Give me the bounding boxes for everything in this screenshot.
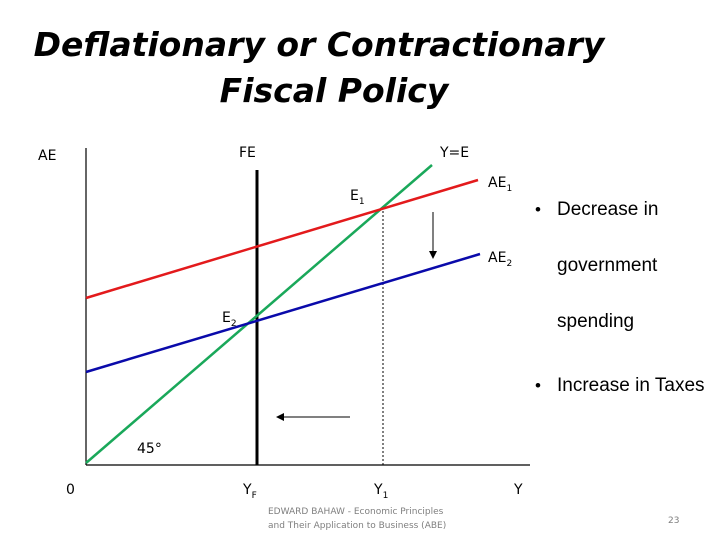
page-number: 23 <box>668 516 680 526</box>
e2-label: E2 <box>222 310 237 329</box>
yf-label: YF <box>242 482 257 501</box>
fe-label: FE <box>239 145 256 161</box>
ae1-label: AE1 <box>488 175 512 194</box>
slide-title: Deflationary or Contractionary Fiscal Po… <box>0 22 728 114</box>
bullet-dot-icon: • <box>535 200 541 219</box>
e1-label: E1 <box>350 188 365 207</box>
ae1-line <box>85 178 479 300</box>
x-axis-label: Y <box>513 482 523 498</box>
ye-label: Y=E <box>439 145 469 161</box>
y-axis-label: AE <box>38 148 56 164</box>
angle-label: 45° <box>137 441 162 457</box>
footer-credit: EDWARD BAHAW - Economic Principles and T… <box>268 505 446 533</box>
ae2-label: AE2 <box>488 250 512 269</box>
bullet-list: • Decrease in government spending • Incr… <box>535 196 725 436</box>
bullet-text: Increase in Taxes <box>557 375 705 396</box>
y-equals-e-line <box>85 164 433 464</box>
ae2-line <box>85 252 481 374</box>
bullet-item: • Decrease in government spending <box>535 196 725 350</box>
bullet-text: Decrease in government spending <box>557 199 659 332</box>
bullet-item: • Increase in Taxes <box>535 372 725 414</box>
origin-label: 0 <box>66 482 75 498</box>
y1-label: Y1 <box>373 482 388 501</box>
footer-line-2: and Their Application to Business (ABE) <box>268 521 447 531</box>
footer-line-1: EDWARD BAHAW - Economic Principles <box>268 507 444 517</box>
title-line-2: Fiscal Policy <box>219 71 449 110</box>
bullet-dot-icon: • <box>535 376 541 395</box>
title-line-1: Deflationary or Contractionary <box>33 25 605 64</box>
